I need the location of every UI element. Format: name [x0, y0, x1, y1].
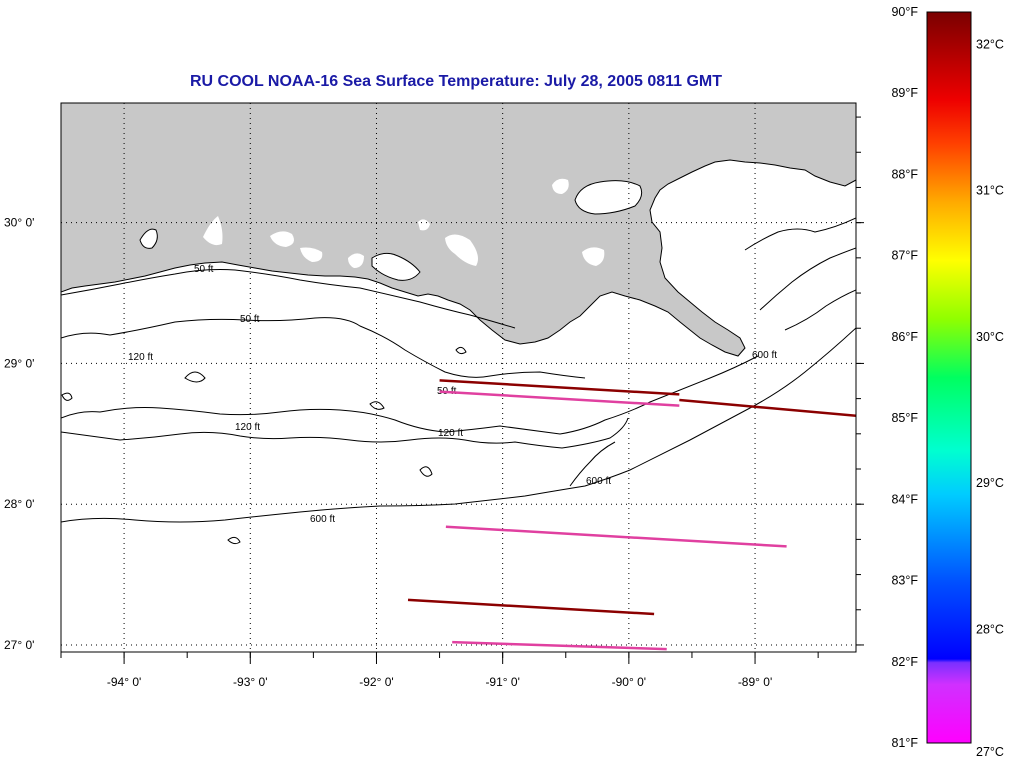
contour-50ft-inner	[61, 317, 586, 379]
sst-strip	[679, 398, 856, 418]
lat-tick-label: 28° 0'	[4, 497, 34, 511]
contour-label: 120 ft	[438, 428, 463, 439]
colorbar-label-f: 88°F	[891, 167, 918, 181]
contour-small-5	[455, 346, 467, 355]
sst-strip	[445, 525, 787, 548]
colorbar-label-f: 81°F	[891, 736, 918, 750]
contour-small-1	[184, 371, 206, 383]
lon-tick-label: -90° 0'	[612, 675, 646, 689]
colorbar-label-f: 90°F	[891, 5, 918, 19]
sst-strip	[407, 598, 655, 616]
sabine-lake	[139, 228, 158, 249]
colorbar-label-f: 82°F	[891, 655, 918, 669]
colorbar-label-c: 32°C	[976, 37, 1004, 51]
vermilion-bay-lake	[348, 253, 364, 268]
contour-gulf-east2	[759, 247, 856, 311]
contour-small-6	[369, 401, 385, 410]
contour-50ft-west	[61, 269, 516, 329]
colorbar-labels: 90°F 89°F 88°F 87°F 86°F 85°F 84°F 83°F 82°F 81°F…	[891, 5, 1003, 759]
contour-small-3	[61, 392, 73, 401]
contour-small-2	[419, 466, 433, 477]
lon-tick-label: -91° 0'	[485, 675, 519, 689]
sst-strip	[452, 640, 667, 651]
contour-600ft	[61, 327, 856, 523]
lake-borgne	[712, 199, 744, 220]
white-lake	[270, 231, 294, 247]
colorbar-gradient	[926, 11, 972, 744]
contour-label: 600 ft	[310, 514, 335, 525]
bathymetry-contours	[61, 217, 856, 545]
contour-label: 120 ft	[128, 352, 153, 363]
lon-tick-label: -89° 0'	[738, 675, 772, 689]
contour-label: 50 ft	[194, 264, 214, 275]
contour-label: 600 ft	[586, 476, 611, 487]
map-title: RU COOL NOAA-16 Sea Surface Temperature:…	[190, 73, 722, 90]
lake-salvador	[445, 234, 478, 266]
contour-label: 120 ft	[235, 422, 260, 433]
lake-pontchartrain	[574, 180, 643, 215]
lat-tick-label: 30° 0'	[4, 216, 34, 230]
lon-tick-label: -94° 0'	[107, 675, 141, 689]
contour-gulf-east	[744, 217, 856, 251]
lon-tick-label: -92° 0'	[359, 675, 393, 689]
atchafalaya-bay-lake	[371, 252, 421, 281]
colorbar-label-c: 29°C	[976, 476, 1004, 490]
contour-600ft-shelf	[569, 441, 616, 487]
grand-lake	[300, 247, 323, 262]
lat-tick-label: 27° 0'	[4, 638, 34, 652]
contour-label: 600 ft	[752, 350, 777, 361]
lake-maurepas	[552, 178, 569, 194]
contour-label: 50 ft	[240, 314, 260, 325]
colorbar-label-c: 27°C	[976, 745, 1004, 759]
land-mass	[61, 103, 856, 357]
map-plot-area: 50 ft 50 ft 50 ft 120 ft 120 ft 120 ft 6…	[61, 103, 856, 652]
chandeleur-sound	[770, 193, 821, 214]
colorbar-label-f: 87°F	[891, 249, 918, 263]
lon-tick-label: -93° 0'	[233, 675, 267, 689]
colorbar: 90°F 89°F 88°F 87°F 86°F 85°F 84°F 83°F 82°F 81°F…	[891, 5, 1003, 759]
contour-small-4	[227, 536, 241, 545]
colorbar-label-f: 89°F	[891, 86, 918, 100]
colorbar-label-f: 84°F	[891, 492, 918, 506]
contour-120ft-south	[61, 417, 629, 449]
map-frame	[60, 102, 857, 653]
lake-cataouatche	[582, 247, 605, 266]
colorbar-label-c: 28°C	[976, 622, 1004, 636]
contour-120ft	[61, 355, 759, 435]
lat-tick-label: 29° 0'	[4, 356, 34, 370]
contour-gulf-east3	[784, 289, 856, 331]
colorbar-label-c: 31°C	[976, 184, 1004, 198]
colorbar-label-c: 30°C	[976, 330, 1004, 344]
sst-data-strips	[407, 379, 856, 651]
colorbar-label-f: 83°F	[891, 574, 918, 588]
sst-strip	[439, 379, 680, 396]
axis-ticks: -94° 0' -93° 0' -92° 0' -91° 0' -90° 0' -89° …	[4, 116, 864, 689]
sst-strip	[439, 390, 680, 407]
lake-calcasieu	[203, 216, 223, 246]
colorbar-label-f: 86°F	[891, 330, 918, 344]
colorbar-label-f: 85°F	[891, 411, 918, 425]
